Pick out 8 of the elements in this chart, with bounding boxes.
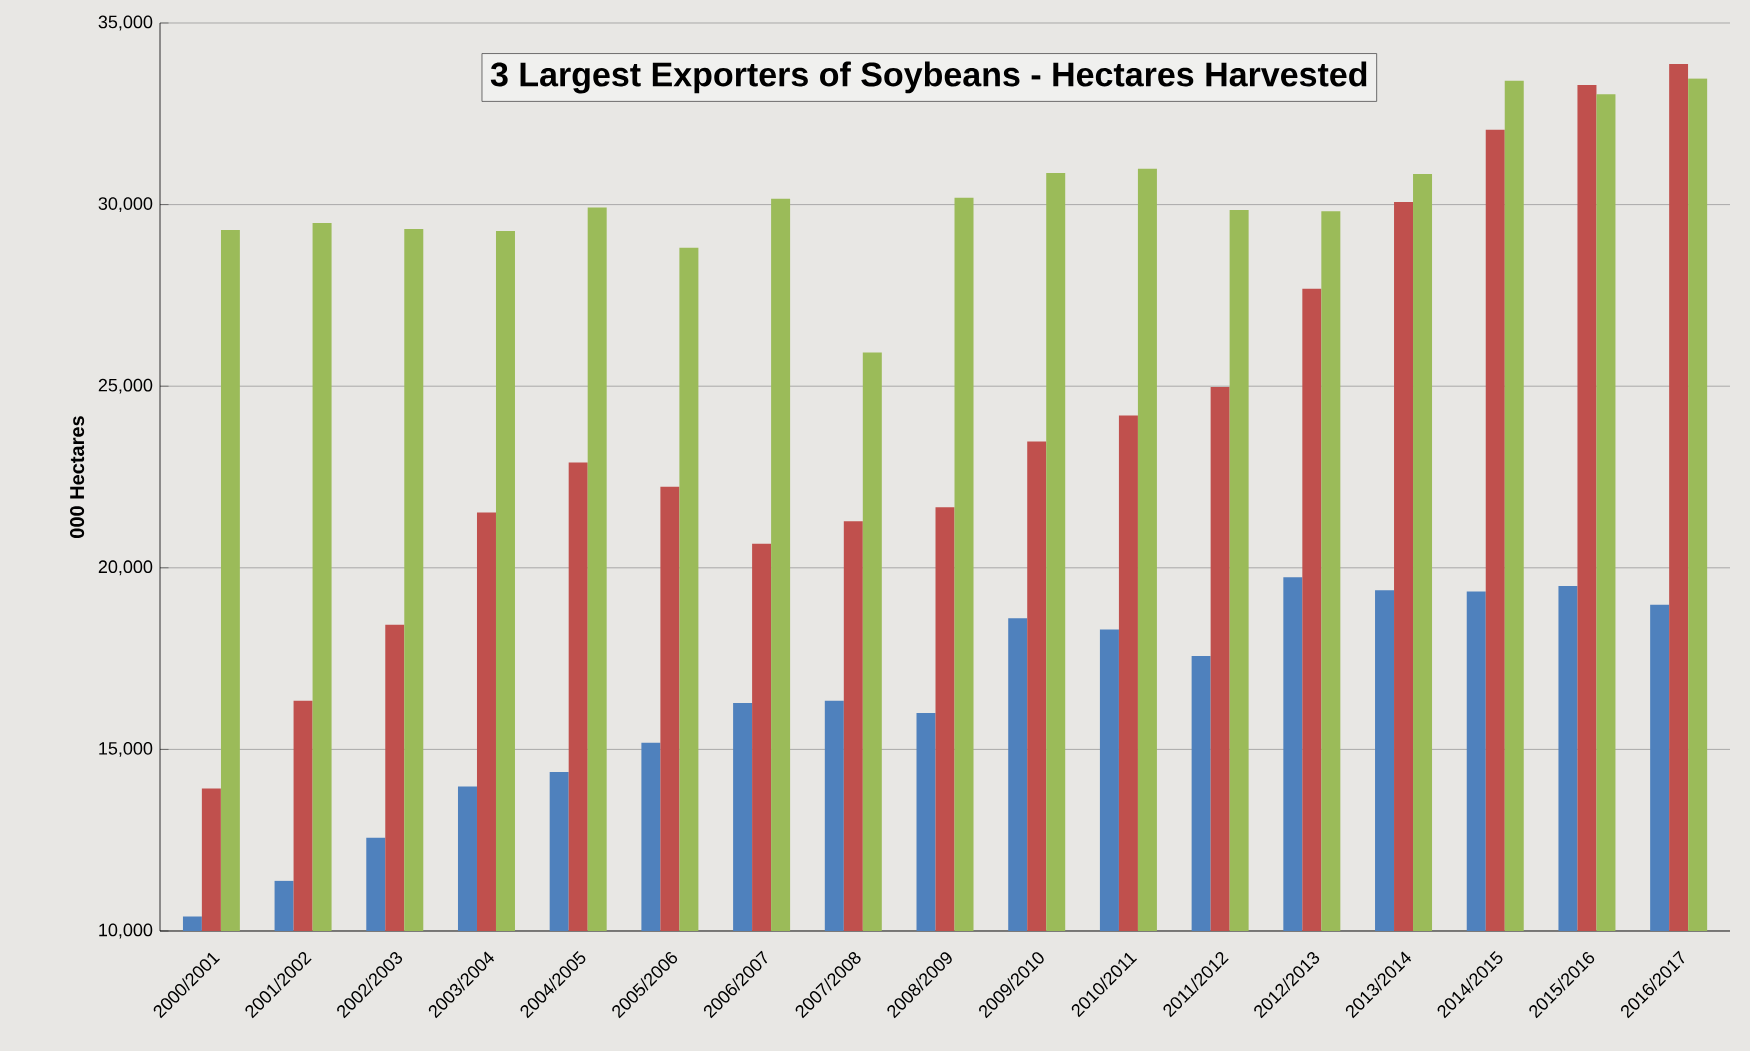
y-axis-title: 000 Hectares <box>70 416 85 538</box>
y-tick-label: 25,000 <box>98 378 153 394</box>
y-tick-label: 30,000 <box>98 197 153 213</box>
y-tick-label: 10,000 <box>99 923 153 939</box>
y-tick-label: 20,000 <box>98 560 153 576</box>
y-tick-label: 15,000 <box>99 741 153 757</box>
y-tick-label: 35,000 <box>98 15 153 31</box>
text: 3 Largest Exporters of Soybeans - Hectares Harvested <box>490 61 1367 94</box>
